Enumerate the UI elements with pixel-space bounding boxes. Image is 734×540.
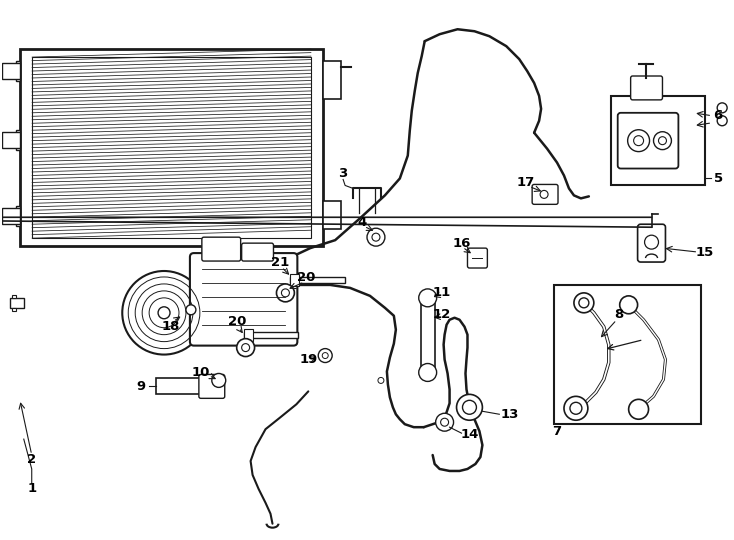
Text: 4: 4 (357, 216, 367, 229)
Text: 6: 6 (713, 109, 723, 122)
FancyBboxPatch shape (631, 76, 663, 100)
Bar (2, 132, 20, 147)
FancyBboxPatch shape (638, 224, 666, 262)
Text: 13: 13 (500, 408, 518, 421)
Bar (291, 274, 299, 286)
Bar (2, 208, 20, 224)
Text: 3: 3 (338, 167, 348, 180)
Text: 18: 18 (161, 320, 181, 333)
FancyBboxPatch shape (202, 237, 241, 261)
Bar (323, 201, 341, 229)
Circle shape (212, 374, 226, 387)
Text: 20: 20 (297, 272, 316, 285)
FancyBboxPatch shape (468, 248, 487, 268)
Text: 11: 11 (432, 286, 451, 299)
Circle shape (628, 400, 649, 419)
Circle shape (574, 293, 594, 313)
Polygon shape (16, 61, 20, 81)
Circle shape (158, 307, 170, 319)
Text: 9: 9 (137, 380, 146, 393)
Circle shape (436, 413, 454, 431)
FancyBboxPatch shape (241, 243, 274, 261)
Circle shape (123, 271, 206, 355)
Circle shape (570, 402, 582, 414)
Bar (12, 308, 16, 311)
Bar (32, 57, 311, 238)
Text: 14: 14 (460, 428, 479, 441)
Circle shape (418, 289, 437, 307)
Bar (611, 96, 705, 185)
FancyBboxPatch shape (190, 253, 297, 346)
Bar (20, 49, 323, 246)
Text: 7: 7 (553, 424, 562, 437)
Circle shape (241, 343, 250, 352)
Bar (10, 298, 23, 308)
Bar (32, 57, 311, 238)
Bar (156, 379, 201, 394)
Text: 16: 16 (452, 237, 470, 249)
Circle shape (457, 394, 482, 420)
Bar (2, 63, 20, 79)
FancyBboxPatch shape (199, 374, 225, 399)
Polygon shape (16, 130, 20, 150)
Circle shape (579, 298, 589, 308)
Bar (291, 277, 345, 283)
Bar (323, 61, 341, 99)
FancyBboxPatch shape (618, 113, 678, 168)
Circle shape (186, 305, 196, 315)
Text: 20: 20 (228, 315, 247, 328)
Circle shape (628, 130, 650, 152)
Circle shape (319, 349, 333, 362)
FancyBboxPatch shape (532, 185, 558, 204)
Circle shape (440, 418, 448, 426)
Bar (554, 285, 701, 424)
Text: 19: 19 (299, 353, 317, 366)
Circle shape (653, 132, 672, 150)
Circle shape (236, 339, 255, 356)
Circle shape (281, 289, 289, 297)
Circle shape (462, 400, 476, 414)
Circle shape (717, 103, 727, 113)
Text: 8: 8 (614, 308, 623, 321)
Circle shape (372, 233, 380, 241)
Circle shape (367, 228, 385, 246)
Circle shape (540, 191, 548, 198)
Circle shape (277, 284, 294, 302)
Circle shape (418, 363, 437, 381)
Circle shape (658, 137, 666, 145)
Text: 1: 1 (27, 482, 36, 495)
Circle shape (633, 136, 644, 146)
Circle shape (644, 235, 658, 249)
Text: 10: 10 (192, 366, 210, 379)
Text: 17: 17 (517, 176, 535, 189)
Bar (421, 298, 435, 373)
Bar (12, 295, 16, 298)
Bar (244, 332, 298, 338)
Circle shape (619, 296, 638, 314)
Circle shape (564, 396, 588, 420)
Polygon shape (16, 206, 20, 226)
Circle shape (322, 353, 328, 359)
Text: 15: 15 (695, 246, 713, 259)
Text: 2: 2 (27, 453, 36, 465)
Circle shape (378, 377, 384, 383)
Text: 5: 5 (713, 172, 723, 185)
Circle shape (717, 116, 727, 126)
Bar (244, 329, 252, 341)
Text: 12: 12 (432, 308, 451, 321)
Text: 21: 21 (272, 255, 290, 268)
